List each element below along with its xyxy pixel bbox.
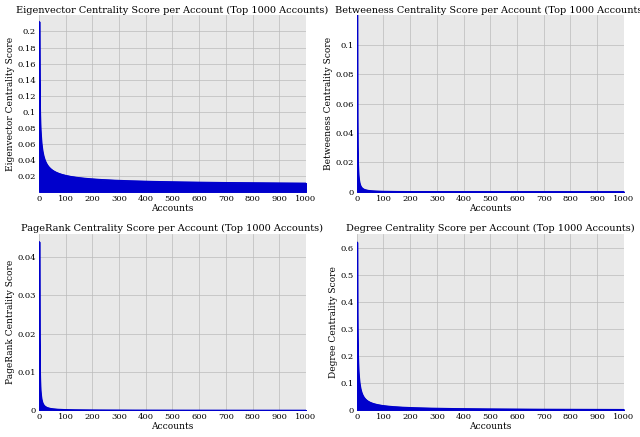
Y-axis label: Eigenvector Centrality Score: Eigenvector Centrality Score <box>6 37 15 171</box>
Y-axis label: Degree Centrality Score: Degree Centrality Score <box>329 266 338 378</box>
X-axis label: Accounts: Accounts <box>469 423 511 431</box>
X-axis label: Accounts: Accounts <box>469 204 511 213</box>
Y-axis label: PageRank Centrality Score: PageRank Centrality Score <box>6 260 15 384</box>
Title: Eigenvector Centrality Score per Account (Top 1000 Accounts): Eigenvector Centrality Score per Account… <box>16 6 328 15</box>
Y-axis label: Betweeness Centrality Score: Betweeness Centrality Score <box>324 37 333 170</box>
X-axis label: Accounts: Accounts <box>151 204 194 213</box>
Title: PageRank Centrality Score per Account (Top 1000 Accounts): PageRank Centrality Score per Account (T… <box>22 224 323 233</box>
Title: Degree Centrality Score per Account (Top 1000 Accounts): Degree Centrality Score per Account (Top… <box>346 224 635 233</box>
X-axis label: Accounts: Accounts <box>151 423 194 431</box>
Title: Betweeness Centrality Score per Account (Top 1000 Accounts): Betweeness Centrality Score per Account … <box>335 6 640 15</box>
